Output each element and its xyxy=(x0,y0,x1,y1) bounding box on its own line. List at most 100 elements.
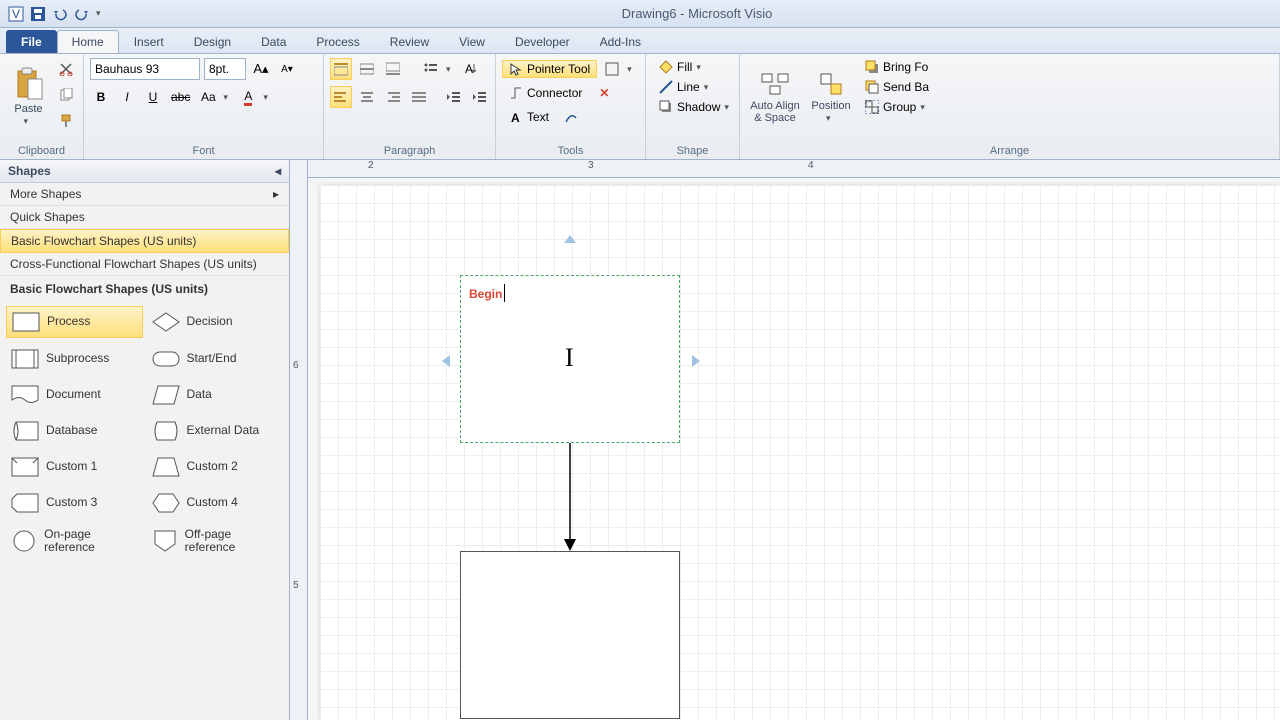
shape-offpage-ref[interactable]: Off-page reference xyxy=(147,524,284,558)
connection-point-icon[interactable]: ✕ xyxy=(593,82,615,104)
bullets-icon[interactable] xyxy=(420,58,442,80)
send-back-button[interactable]: Send Ba xyxy=(858,78,937,96)
autoconnect-hint-left[interactable] xyxy=(442,355,450,367)
text-tool-button[interactable]: AText xyxy=(502,108,556,126)
copy-icon[interactable] xyxy=(55,84,77,106)
underline-button[interactable]: U xyxy=(142,86,164,108)
shape-custom2[interactable]: Custom 2 xyxy=(147,452,284,482)
bring-front-button[interactable]: Bring Fo xyxy=(858,58,937,76)
tab-process[interactable]: Process xyxy=(301,30,374,53)
shape-database[interactable]: Database xyxy=(6,416,143,446)
text-caret xyxy=(504,284,505,302)
paste-button[interactable]: Paste ▾ xyxy=(6,58,51,136)
tab-addins[interactable]: Add-Ins xyxy=(585,30,656,53)
svg-text:A: A xyxy=(465,62,473,76)
shape-custom1[interactable]: Custom 1 xyxy=(6,452,143,482)
justify-icon[interactable] xyxy=(408,86,430,108)
chevron-right-icon: ▸ xyxy=(273,187,279,201)
connector-arrow[interactable] xyxy=(563,443,577,555)
group-shape: Fill▾ Line▾ Shadow▾ Shape xyxy=(646,54,740,159)
window-title: Drawing6 - Microsoft Visio xyxy=(114,6,1280,21)
more-shapes-item[interactable]: More Shapes▸ xyxy=(0,183,289,206)
shape-start-end[interactable]: Start/End xyxy=(147,344,284,374)
group-arrange: Auto Align & Space Position▾ Bring Fo Se… xyxy=(740,54,1280,159)
content-area: Shapes◂ More Shapes▸ Quick Shapes Basic … xyxy=(0,160,1280,720)
group-font: A▴ A▾ B I U abc Aa▾ A▾ Font xyxy=(84,54,324,159)
shape-process[interactable]: Process xyxy=(6,306,143,338)
redo-icon[interactable] xyxy=(74,6,90,22)
tab-data[interactable]: Data xyxy=(246,30,301,53)
shape-document[interactable]: Document xyxy=(6,380,143,410)
quick-access-toolbar: V ▾ xyxy=(0,6,114,22)
autoconnect-hint-right[interactable] xyxy=(692,355,700,367)
shrink-font-icon[interactable]: A▾ xyxy=(276,58,298,80)
pointer-tool-button[interactable]: Pointer Tool xyxy=(502,60,597,78)
align-right-icon[interactable] xyxy=(382,86,404,108)
collapse-pane-icon[interactable]: ◂ xyxy=(275,164,281,178)
group-button[interactable]: Group▾ xyxy=(858,98,937,116)
strike-button[interactable]: abc xyxy=(168,86,193,108)
align-center-icon[interactable] xyxy=(356,86,378,108)
font-family-select[interactable] xyxy=(90,58,200,80)
shape-data[interactable]: Data xyxy=(147,380,284,410)
cut-icon[interactable] xyxy=(55,58,77,80)
shape-custom4[interactable]: Custom 4 xyxy=(147,488,284,518)
quick-shapes-item[interactable]: Quick Shapes xyxy=(0,206,289,229)
text-direction-icon[interactable]: A xyxy=(460,58,482,80)
shape-text[interactable]: Begin xyxy=(461,276,679,309)
canvas[interactable]: 6 5 2 3 4 Begin I xyxy=(290,160,1280,720)
qat-dropdown-icon[interactable]: ▾ xyxy=(96,8,106,19)
process-shape-2[interactable] xyxy=(460,551,680,719)
position-button[interactable]: Position▾ xyxy=(808,58,854,136)
undo-icon[interactable] xyxy=(52,6,68,22)
align-bottom-icon[interactable] xyxy=(382,58,404,80)
group-clipboard: Paste ▾ Clipboard xyxy=(0,54,84,159)
font-color-button[interactable]: A xyxy=(237,86,259,108)
tab-developer[interactable]: Developer xyxy=(500,30,585,53)
fill-button[interactable]: Fill▾ xyxy=(652,58,713,76)
shape-custom3[interactable]: Custom 3 xyxy=(6,488,143,518)
change-case-button[interactable]: Aa xyxy=(197,86,219,108)
horizontal-ruler: 2 3 4 xyxy=(308,160,1280,178)
shape-tool-icon[interactable] xyxy=(601,58,623,80)
font-size-select[interactable] xyxy=(204,58,246,80)
shape-decision[interactable]: Decision xyxy=(147,306,284,338)
increase-indent-icon[interactable] xyxy=(468,86,490,108)
tab-design[interactable]: Design xyxy=(179,30,246,53)
tab-review[interactable]: Review xyxy=(375,30,444,53)
save-icon[interactable] xyxy=(30,6,46,22)
bold-button[interactable]: B xyxy=(90,86,112,108)
shape-external-data[interactable]: External Data xyxy=(147,416,284,446)
ribbon: Paste ▾ Clipboard A▴ A▾ B I U abc xyxy=(0,54,1280,160)
group-tools: Pointer Tool ▾ Connector ✕ AText Tools xyxy=(496,54,646,159)
tab-view[interactable]: View xyxy=(444,30,500,53)
tab-home[interactable]: Home xyxy=(57,30,119,53)
autoconnect-hint-up[interactable] xyxy=(564,235,576,243)
shape-onpage-ref[interactable]: On-page reference xyxy=(6,524,143,558)
format-painter-icon[interactable] xyxy=(55,110,77,132)
decrease-indent-icon[interactable] xyxy=(442,86,464,108)
shadow-button[interactable]: Shadow▾ xyxy=(652,98,741,116)
cross-functional-item[interactable]: Cross-Functional Flowchart Shapes (US un… xyxy=(0,253,289,276)
stencil-title: Basic Flowchart Shapes (US units) xyxy=(0,276,289,302)
ink-tool-icon[interactable] xyxy=(560,106,582,128)
shapes-pane-header: Shapes◂ xyxy=(0,160,289,183)
shape-subprocess[interactable]: Subprocess xyxy=(6,344,143,374)
line-button[interactable]: Line▾ xyxy=(652,78,721,96)
auto-align-button[interactable]: Auto Align & Space xyxy=(746,58,804,136)
align-middle-icon[interactable] xyxy=(356,58,378,80)
visio-app-icon[interactable]: V xyxy=(8,6,24,22)
stencil-grid: Process Decision Subprocess Start/End Do… xyxy=(0,302,289,562)
vertical-ruler: 6 5 xyxy=(290,160,308,720)
align-left-icon[interactable] xyxy=(330,86,352,108)
grow-font-icon[interactable]: A▴ xyxy=(250,58,272,80)
align-top-icon[interactable] xyxy=(330,58,352,80)
basic-flowchart-item[interactable]: Basic Flowchart Shapes (US units) xyxy=(0,229,289,253)
italic-button[interactable]: I xyxy=(116,86,138,108)
connector-tool-button[interactable]: Connector xyxy=(502,84,589,102)
drawing-page[interactable]: Begin I xyxy=(320,185,1280,720)
ribbon-tabs: File Home Insert Design Data Process Rev… xyxy=(0,28,1280,54)
tab-file[interactable]: File xyxy=(6,30,57,53)
group-paragraph: ▾ A Paragraph xyxy=(324,54,496,159)
tab-insert[interactable]: Insert xyxy=(119,30,179,53)
